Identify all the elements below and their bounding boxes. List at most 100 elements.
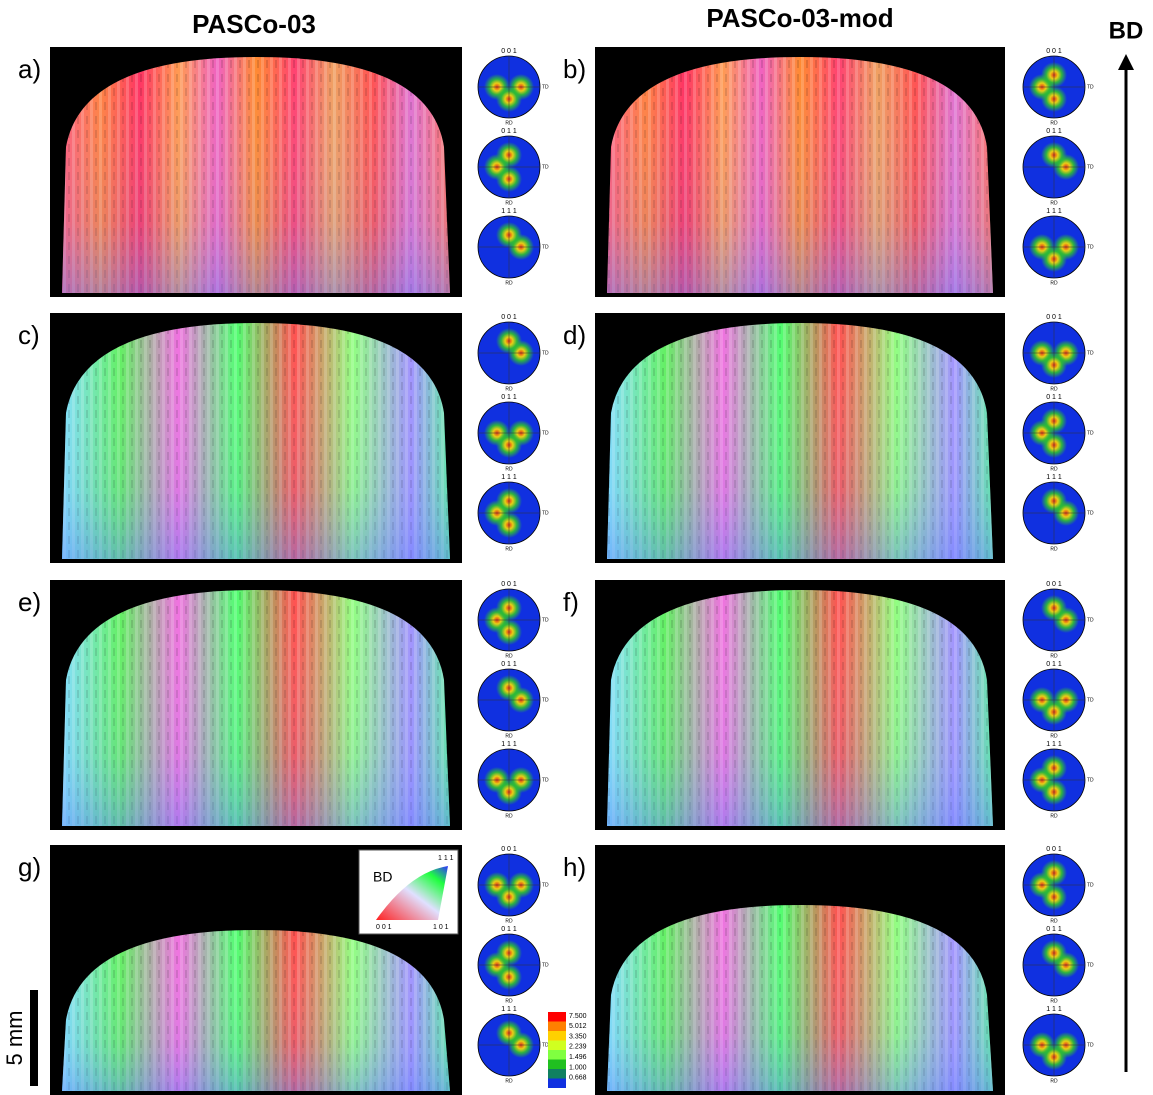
pole-figure-rd: RD [1050, 386, 1058, 392]
ipf-direction: BD [373, 869, 392, 885]
scale-bar [30, 990, 38, 1086]
pole-figure-td: TD [1087, 777, 1094, 783]
panel-label: g) [18, 852, 41, 882]
pole-figure-td: TD [1087, 510, 1094, 516]
panel: f) 0 0 1 TD RD 0 1 1 TD RD 1 1 1 TD RD [563, 580, 1094, 830]
pole-figure-rd: RD [505, 466, 513, 472]
pole-figure-td: TD [542, 84, 549, 90]
color-scale-swatch [548, 1031, 566, 1041]
pole-figure-rd: RD [1050, 813, 1058, 819]
pole-figure-plane: 0 0 1 [1046, 314, 1062, 321]
panel: g) 0 0 1 TD RD 0 1 1 TD RD 1 1 1 TD RD [18, 845, 549, 1095]
pole-figure-td: TD [542, 244, 549, 250]
pole-figure-plane: 0 1 1 [501, 661, 517, 668]
panel-label: h) [563, 852, 586, 882]
ebsd-map-shade [62, 590, 450, 826]
color-scale-swatch [548, 1021, 566, 1031]
color-scale-swatch [548, 1012, 566, 1022]
pole-figure-rd: RD [1050, 653, 1058, 659]
ebsd-map-shade [607, 590, 993, 826]
ebsd-map-shade [62, 323, 450, 559]
ipf-corner: 1 0 1 [433, 924, 449, 931]
ebsd-map-shade [607, 905, 993, 1091]
pole-figure-rd: RD [505, 653, 513, 659]
color-scale-label: 2.239 [569, 1044, 587, 1051]
pole-figure-rd: RD [505, 200, 513, 206]
pole-figure-td: TD [1087, 84, 1094, 90]
color-scale-label: 1.000 [569, 1064, 587, 1071]
pole-figure-td: TD [542, 697, 549, 703]
panel-label: b) [563, 54, 586, 84]
pole-figure-plane: 1 1 1 [1046, 474, 1062, 481]
pole-figure-plane: 0 1 1 [501, 128, 517, 135]
pole-figure-td: TD [542, 777, 549, 783]
pole-figure-plane: 1 1 1 [501, 208, 517, 215]
column-title: PASCo-03-mod [706, 3, 893, 33]
pole-figure-td: TD [542, 510, 549, 516]
panel-label: e) [18, 587, 41, 617]
pole-figure-rd: RD [505, 733, 513, 739]
pole-figure-rd: RD [1050, 733, 1058, 739]
panel-label: a) [18, 54, 41, 84]
panel-label: f) [563, 587, 579, 617]
pole-figure-rd: RD [505, 998, 513, 1004]
pole-figure-td: TD [1087, 350, 1094, 356]
pole-figure-rd: RD [1050, 546, 1058, 552]
pole-figure-rd: RD [1050, 280, 1058, 286]
pole-figure-rd: RD [1050, 200, 1058, 206]
panel: e) 0 0 1 TD RD 0 1 1 TD RD 1 1 1 TD RD [18, 580, 549, 830]
pole-figure-td: TD [542, 962, 549, 968]
pole-figure-plane: 0 0 1 [1046, 581, 1062, 588]
pole-figure-rd: RD [1050, 918, 1058, 924]
pole-figure-rd: RD [505, 120, 513, 126]
pole-figure-rd: RD [1050, 998, 1058, 1004]
pole-figure-plane: 0 1 1 [1046, 128, 1062, 135]
color-scale-label: 5.012 [569, 1023, 587, 1030]
panel: c) 0 0 1 TD RD 0 1 1 TD RD 1 1 1 TD RD [18, 313, 549, 563]
pole-figure-plane: 1 1 1 [501, 474, 517, 481]
ipf-triangle [376, 866, 448, 920]
color-scale-label: 0.668 [569, 1075, 587, 1082]
pole-figure-rd: RD [1050, 466, 1058, 472]
pole-figure-rd: RD [1050, 120, 1058, 126]
pole-figure-td: TD [542, 1042, 549, 1048]
pole-figure-plane: 0 1 1 [1046, 926, 1062, 933]
panel: a) 0 0 1 TD RD 0 1 1 TD RD 1 1 1 TD RD [18, 47, 549, 297]
panel: d) 0 0 1 TD RD 0 1 1 TD RD 1 1 1 TD RD [563, 313, 1094, 563]
pole-figure-rd: RD [505, 546, 513, 552]
pole-figure-td: TD [1087, 697, 1094, 703]
panel: b) 0 0 1 TD RD 0 1 1 TD RD 1 1 1 TD RD [563, 47, 1094, 297]
color-scale-label: 3.350 [569, 1033, 587, 1040]
pole-figure-td: TD [1087, 430, 1094, 436]
color-scale-swatch [548, 1078, 566, 1088]
color-scale: 7.500 5.012 3.350 2.239 1.496 1.000 0.668 [548, 1012, 587, 1088]
ebsd-map-shade [62, 57, 450, 293]
pole-figure-td: TD [1087, 962, 1094, 968]
pole-figure-plane: 0 0 1 [501, 581, 517, 588]
color-scale-label: 1.496 [569, 1054, 587, 1061]
pole-figure-td: TD [1087, 164, 1094, 170]
bd-label: BD [1109, 17, 1144, 44]
pole-figure-plane: 1 1 1 [1046, 1006, 1062, 1013]
pole-figure-rd: RD [1050, 1078, 1058, 1084]
color-scale-swatch [548, 1059, 566, 1069]
pole-figure-plane: 0 0 1 [1046, 846, 1062, 853]
color-scale-swatch [548, 1050, 566, 1060]
pole-figure-plane: 0 1 1 [501, 394, 517, 401]
color-scale-swatch [548, 1069, 566, 1079]
ebsd-map-shade [607, 57, 993, 293]
pole-figure-rd: RD [505, 280, 513, 286]
panels: a) 0 0 1 TD RD 0 1 1 TD RD 1 1 1 TD RD b) 0 0 1 TD RD… [18, 47, 1094, 1095]
pole-figure-plane: 0 1 1 [501, 926, 517, 933]
pole-figure-td: TD [1087, 882, 1094, 888]
pole-figure-td: TD [542, 617, 549, 623]
ipf-corner: 1 1 1 [438, 855, 454, 862]
pole-figure-rd: RD [505, 386, 513, 392]
pole-figure-plane: 0 1 1 [1046, 661, 1062, 668]
pole-figure-plane: 0 1 1 [1046, 394, 1062, 401]
scale-bar-label: 5 mm [2, 1011, 27, 1066]
pole-figure-td: TD [1087, 617, 1094, 623]
column-title: PASCo-03 [192, 9, 316, 39]
ebsd-map-shade [62, 930, 450, 1091]
